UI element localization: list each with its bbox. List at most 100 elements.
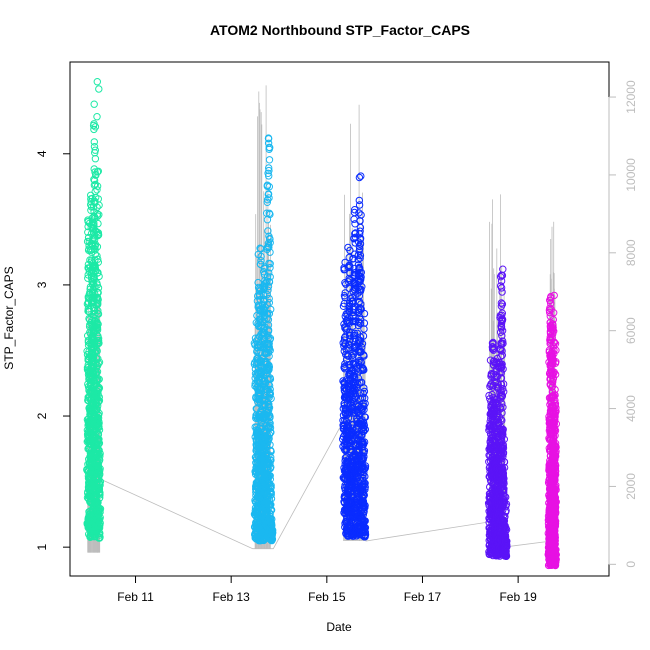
data-point bbox=[356, 254, 364, 262]
data-point bbox=[551, 476, 559, 484]
data-point bbox=[93, 113, 101, 121]
data-point bbox=[263, 198, 271, 207]
data-point bbox=[551, 431, 559, 440]
data-point bbox=[265, 365, 273, 374]
data-point bbox=[361, 425, 369, 434]
data-point bbox=[95, 211, 103, 219]
data-point bbox=[549, 326, 557, 334]
data-point bbox=[550, 420, 558, 428]
data-point bbox=[94, 439, 103, 447]
data-point bbox=[94, 392, 102, 400]
data-point bbox=[500, 388, 508, 396]
data-point bbox=[360, 319, 369, 327]
data-point bbox=[497, 319, 506, 328]
data-point-min bbox=[502, 552, 510, 560]
data-point bbox=[360, 387, 369, 396]
volume-connector-line bbox=[96, 415, 552, 553]
data-point bbox=[266, 334, 275, 343]
data-point bbox=[499, 444, 508, 452]
data-point-max bbox=[499, 265, 507, 273]
data-point bbox=[498, 316, 507, 325]
y-axis-label: STP_Factor_CAPS bbox=[2, 266, 16, 369]
data-point bbox=[95, 426, 104, 434]
data-point bbox=[90, 279, 98, 288]
data-point bbox=[498, 400, 506, 408]
data-point bbox=[357, 273, 365, 281]
data-point bbox=[359, 332, 368, 340]
data-point bbox=[502, 502, 510, 510]
data-point bbox=[500, 435, 508, 443]
data-point bbox=[94, 390, 102, 398]
data-point bbox=[356, 234, 365, 243]
data-point bbox=[360, 449, 368, 457]
data-point bbox=[359, 419, 368, 427]
data-point bbox=[349, 407, 357, 415]
data-point bbox=[264, 227, 272, 235]
data-point bbox=[266, 510, 274, 518]
data-point bbox=[549, 324, 557, 332]
data-point bbox=[552, 452, 560, 460]
data-point bbox=[551, 533, 559, 542]
data-point bbox=[357, 268, 365, 277]
data-point bbox=[551, 550, 559, 559]
data-point bbox=[361, 399, 369, 408]
data-point bbox=[264, 190, 273, 198]
data-point bbox=[497, 328, 505, 336]
data-point bbox=[359, 488, 367, 496]
volume-layer bbox=[87, 85, 556, 553]
data-point bbox=[355, 357, 363, 365]
data-point bbox=[500, 486, 508, 495]
y2-tick-label: 2000 bbox=[624, 473, 638, 500]
data-point bbox=[552, 358, 560, 366]
data-point bbox=[499, 365, 507, 373]
data-point bbox=[499, 337, 507, 345]
data-point bbox=[266, 414, 274, 422]
data-point bbox=[96, 452, 104, 460]
data-point bbox=[500, 479, 508, 488]
data-point bbox=[265, 183, 273, 191]
data-point bbox=[498, 416, 506, 425]
data-point bbox=[551, 517, 559, 525]
data-point bbox=[96, 491, 104, 499]
data-point bbox=[355, 173, 364, 182]
data-point bbox=[259, 290, 268, 298]
data-point bbox=[552, 443, 560, 451]
data-point bbox=[354, 255, 362, 264]
data-point bbox=[550, 513, 559, 522]
data-point bbox=[356, 240, 365, 248]
y2-tick-label: 4000 bbox=[624, 395, 638, 422]
data-point bbox=[266, 210, 274, 219]
series-2-points bbox=[250, 134, 277, 545]
data-point bbox=[345, 253, 353, 262]
data-point bbox=[551, 413, 559, 421]
data-point bbox=[266, 385, 274, 394]
data-point bbox=[551, 472, 559, 480]
data-point bbox=[550, 368, 558, 376]
data-point bbox=[356, 227, 364, 235]
data-point bbox=[94, 320, 102, 328]
data-point bbox=[355, 277, 363, 285]
data-point bbox=[94, 430, 102, 439]
data-point bbox=[93, 347, 101, 355]
data-point bbox=[265, 269, 273, 277]
data-point bbox=[93, 243, 102, 251]
data-point bbox=[503, 537, 511, 545]
data-point bbox=[499, 380, 508, 388]
data-point bbox=[265, 294, 273, 303]
data-point bbox=[265, 404, 274, 412]
x-tick-label: Feb 17 bbox=[404, 590, 442, 604]
data-point bbox=[552, 407, 560, 416]
data-point-max bbox=[264, 134, 273, 142]
data-point bbox=[550, 309, 558, 317]
data-point bbox=[93, 212, 102, 220]
data-point bbox=[93, 321, 102, 329]
data-point bbox=[344, 414, 353, 422]
data-point bbox=[549, 321, 557, 329]
data-point bbox=[551, 442, 559, 450]
data-point bbox=[95, 524, 104, 532]
data-point bbox=[349, 255, 357, 263]
data-point bbox=[498, 311, 506, 319]
data-point bbox=[499, 450, 508, 458]
